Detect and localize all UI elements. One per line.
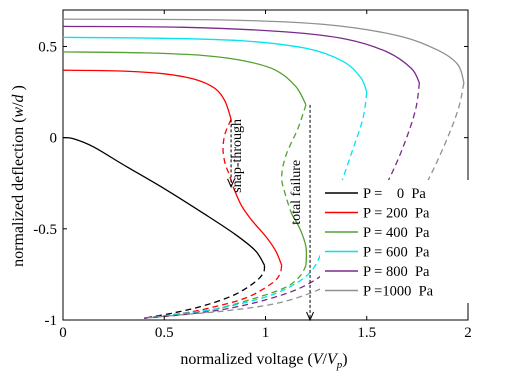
tick-layer: 0 0.5 1 1.5 2 -1 -0.5 0 0.5 [33,10,472,341]
x-tick-label: 1.5 [357,325,376,341]
y-tick-label: 0.5 [38,39,57,55]
legend-entry-3: P = 600 Pa [363,245,430,261]
annotation-label-1: total failure [289,160,304,225]
x-tick-label: 0 [59,325,67,341]
annotation-label-0: snap-through [230,119,245,193]
annotation-layer: snap-through total failure [227,104,315,322]
x-tick-label: 2 [464,325,472,341]
series-line-stable-top [62,25,420,84]
legend-entry-2: P = 400 Pa [363,225,430,241]
series-line-unstable [143,92,368,319]
series-5 [62,18,465,319]
y-tick-label: -1 [45,313,58,329]
y-tick-label: -0.5 [33,222,57,238]
x-axis-label-slash: / [323,351,328,368]
y-tick-label: 0 [50,131,58,147]
legend-entry-1: P = 200 Pa [363,206,430,222]
series-0 [62,136,266,319]
y-axis-label-prefix: normalized deflection ( [10,118,27,267]
series-line-unstable [143,265,266,319]
series-line-stable [62,136,266,266]
x-axis-label: normalized voltage (V/Vp) [180,351,347,371]
y-axis-label-var2: d [10,93,27,102]
series-line-unstable-mid [222,119,234,188]
legend-box [320,180,521,303]
series-line-stable-top [62,36,368,93]
series-line-stable-top [62,51,307,106]
x-axis-label-prefix: normalized voltage ( [180,351,312,368]
series-2 [62,51,308,319]
series-3 [62,36,368,319]
y-axis-label-var1: w [10,107,27,118]
legend-entry-5: P =1000 Pa [363,284,434,300]
series-line-unstable-tail [143,264,307,319]
x-axis-label-var1: V [313,351,325,368]
series-line-stable-bottom [291,213,308,266]
legend-entry-4: P = 800 Pa [363,264,430,280]
x-axis-label-suffix: ) [342,351,347,368]
y-axis-label-slash: / [10,102,27,107]
y-axis-label-suffix: ) [10,85,27,94]
y-axis-label: normalized deflection (w/d ) [10,85,27,267]
series-layer [62,18,465,319]
legend: P = 0 Pa P = 200 Pa P = 400 Pa P = 600 Pa P … [320,180,521,303]
x-tick-label: 1 [262,325,270,341]
series-line-stable-top [62,69,232,120]
x-axis-label-var2: V [327,351,339,368]
series-line-stable-bottom [232,186,283,266]
x-tick-label: 0.5 [155,325,174,341]
annotation-arrowhead-1 [306,311,315,322]
series-line-unstable-mid [281,104,307,215]
series-line-unstable [143,82,465,319]
legend-entry-0: P = 0 Pa [363,186,426,202]
series-line-stable-top [62,18,465,84]
annotation-arrowhead-0 [227,178,236,189]
series-line-unstable-tail [143,265,283,319]
x-axis-label-sub: p [336,359,343,371]
